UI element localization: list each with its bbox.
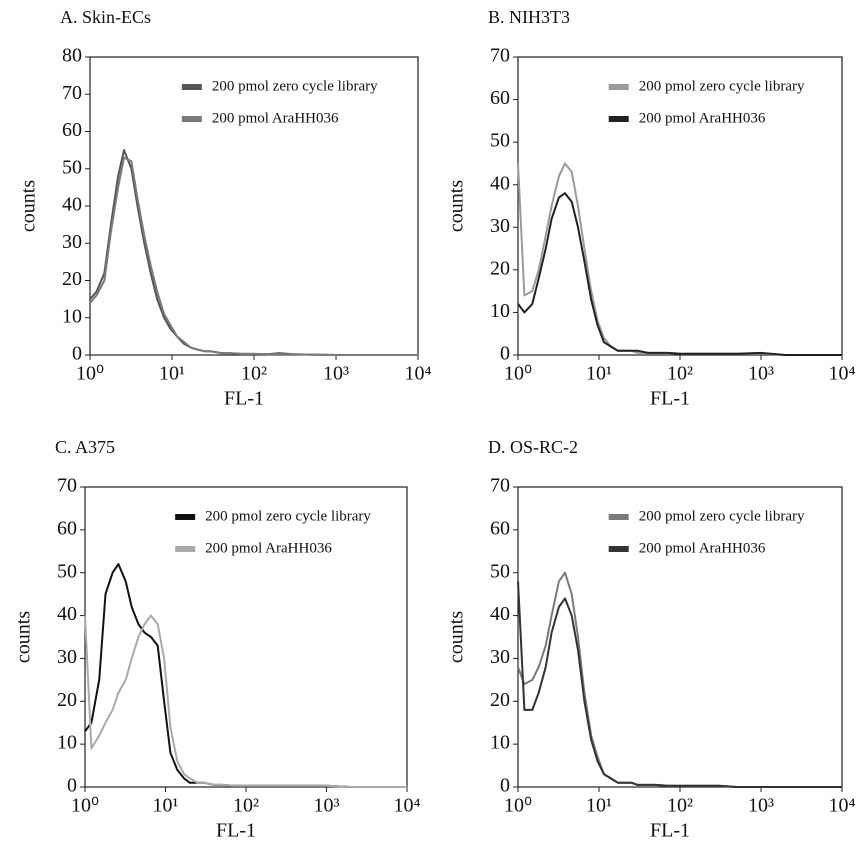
x-tick-label: 10⁴ [829,795,856,817]
y-tick-label: 20 [62,268,82,290]
y-tick-label: 10 [57,732,77,754]
legend-label: 200 pmol zero cycle library [212,78,378,94]
x-tick-label: 10³ [323,363,349,385]
y-tick-label: 70 [62,82,82,104]
y-tick-label: 70 [57,475,77,497]
y-tick-label: 40 [62,194,82,216]
y-tick-label: 20 [490,689,510,711]
y-tick-label: 50 [490,130,510,152]
y-axis-label: counts [446,180,468,232]
y-tick-label: 30 [490,646,510,668]
legend-label: 200 pmol AraHH036 [205,540,332,556]
y-tick-label: 10 [62,305,82,327]
legend-swatch [175,514,196,520]
y-tick-label: 60 [57,517,77,539]
legend-swatch [608,116,629,122]
x-axis-label: FL-1 [650,820,690,842]
x-axis-label: FL-1 [224,388,264,410]
legend-swatch [608,84,629,90]
x-tick-label: 10² [667,363,693,385]
y-tick-label: 20 [57,689,77,711]
y-axis-label: counts [13,611,35,663]
x-tick-label: 10² [667,795,693,817]
legend-label: 200 pmol zero cycle library [639,508,805,524]
y-tick-label: 40 [57,603,77,625]
legend-label: 200 pmol zero cycle library [639,78,805,94]
y-tick-label: 20 [490,257,510,279]
y-tick-label: 60 [62,119,82,141]
x-tick-label: 10¹ [153,795,179,817]
chart-title: B. NIH3T3 [488,7,570,27]
x-tick-label: 10³ [748,795,774,817]
y-tick-label: 70 [490,45,510,67]
legend-swatch [608,546,629,552]
y-tick-label: 40 [490,172,510,194]
x-tick-label: 10⁴ [405,363,432,385]
x-tick-label: 10⁰ [504,363,532,385]
y-tick-label: 30 [490,215,510,237]
series-line [517,581,842,788]
y-tick-label: 50 [57,560,77,582]
x-axis-label: FL-1 [650,388,690,410]
series-line [517,192,842,356]
x-tick-label: 10⁰ [71,795,99,817]
y-axis-label: counts [446,611,468,663]
y-tick-label: 30 [62,231,82,253]
x-tick-label: 10¹ [586,363,612,385]
x-tick-label: 10⁴ [394,795,421,817]
y-tick-label: 70 [490,475,510,497]
x-tick-label: 10¹ [586,795,612,817]
legend-label: 200 pmol zero cycle library [205,508,371,524]
x-tick-label: 10¹ [159,363,185,385]
legend-swatch [175,546,196,552]
y-tick-label: 60 [490,87,510,109]
y-tick-label: 80 [62,45,82,67]
chart-title: C. A375 [55,437,115,457]
plot-frame [517,56,843,356]
legend-label: 200 pmol AraHH036 [639,110,766,126]
x-tick-label: 10⁰ [504,795,532,817]
legend-label: 200 pmol AraHH036 [212,110,339,126]
y-tick-label: 0 [500,775,510,797]
chart-title: D. OS-RC-2 [488,437,578,457]
x-tick-label: 10² [241,363,267,385]
plot-frame [517,486,843,788]
y-tick-label: 30 [57,646,77,668]
chart-title: A. Skin-ECs [60,7,151,27]
series-line [517,162,842,356]
legend-swatch [608,514,629,520]
x-axis-label: FL-1 [216,820,256,842]
x-tick-label: 10³ [748,363,774,385]
y-tick-label: 0 [67,775,77,797]
y-tick-label: 0 [72,343,82,365]
series-line [84,614,407,788]
x-tick-label: 10² [233,795,259,817]
y-tick-label: 50 [62,156,82,178]
x-tick-label: 10⁴ [829,363,856,385]
y-tick-label: 40 [490,603,510,625]
y-axis-label: counts [18,180,40,232]
series-line [84,563,407,788]
series-line [89,156,418,356]
series-line [89,149,418,356]
y-tick-label: 10 [490,732,510,754]
y-tick-label: 50 [490,560,510,582]
y-tick-label: 60 [490,517,510,539]
x-tick-label: 10⁰ [76,363,104,385]
legend-swatch [181,116,202,122]
legend-swatch [181,84,202,90]
y-tick-label: 0 [500,343,510,365]
y-tick-label: 10 [490,300,510,322]
legend-label: 200 pmol AraHH036 [639,540,766,556]
plot-frame [84,486,408,788]
x-tick-label: 10³ [314,795,340,817]
